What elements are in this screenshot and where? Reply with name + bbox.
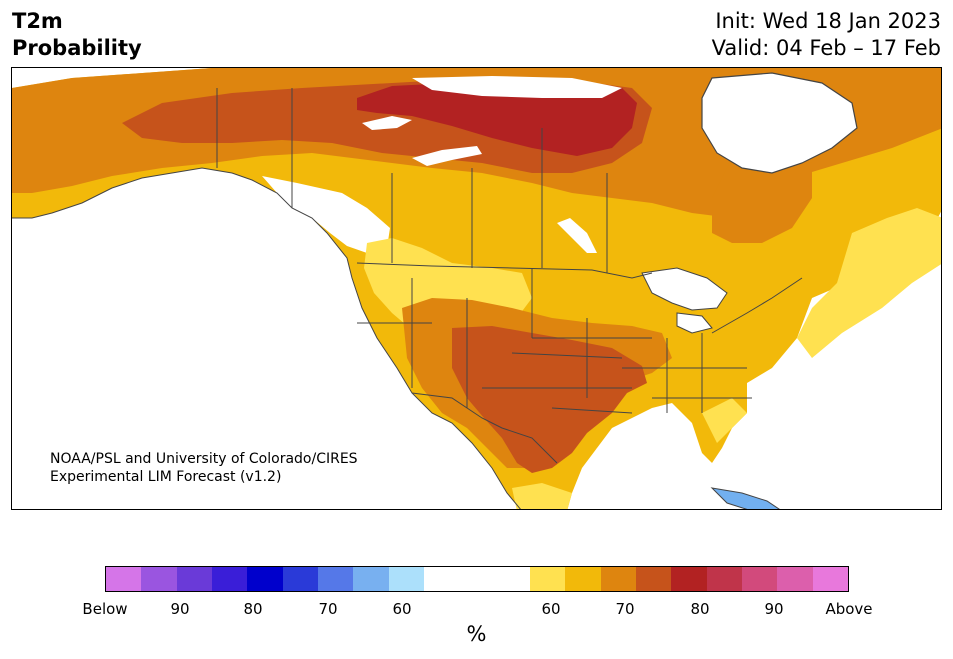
colorbar-tick-label: 90 <box>764 600 784 618</box>
init-date: Init: Wed 18 Jan 2023 <box>715 9 941 33</box>
colorbar-swatch <box>812 567 848 591</box>
colorbar-tick-label: Below <box>82 600 128 618</box>
colorbar-swatch <box>353 567 389 591</box>
colorbar-swatch <box>282 567 318 591</box>
colorbar-tick-label: 60 <box>541 600 561 618</box>
colorbar-tick-label: Above <box>825 600 873 618</box>
cuba-below-normal <box>710 487 780 509</box>
forecast-dates: Init: Wed 18 Jan 2023 Valid: 04 Feb – 17… <box>712 8 941 62</box>
colorbar-swatch <box>565 567 601 591</box>
weak-above-southeast <box>702 398 747 443</box>
map-title: T2m Probability <box>12 8 142 62</box>
colorbar-tick-label: 80 <box>243 600 263 618</box>
colorbar-swatch <box>141 567 177 591</box>
title-line-1: T2m <box>12 9 63 33</box>
mexico-border <box>411 392 558 464</box>
colorbar-unit: % <box>466 622 487 646</box>
colorbar-tick-labels: Below 90 80 70 60 60 70 80 90 Above <box>0 600 953 620</box>
coastline <box>12 167 521 509</box>
weak-above-east <box>797 208 941 358</box>
gulf-of-mexico <box>582 440 742 509</box>
credit-line-2: Experimental LIM Forecast (v1.2) <box>50 469 282 485</box>
state-lines <box>357 268 752 414</box>
colorbar-swatch <box>600 567 636 591</box>
forecast-map: NOAA/PSL and University of Colorado/CIRE… <box>11 67 942 510</box>
near-normal-west <box>262 176 390 253</box>
colorbar-swatch <box>671 567 707 591</box>
colorbar-swatch <box>106 567 142 591</box>
colorbar-tick-label: 60 <box>392 600 412 618</box>
weak-above-baja <box>512 483 572 509</box>
colorbar-swatch <box>211 567 248 591</box>
dark-red-hudson <box>357 83 637 156</box>
colorbar-tick-label: 70 <box>615 600 635 618</box>
colorbar-tick-label: 90 <box>170 600 190 618</box>
arctic-channel <box>412 76 622 98</box>
colorbar-swatch <box>777 567 813 591</box>
colorbar-tick-label: 80 <box>690 600 710 618</box>
us-canada-border <box>356 262 803 334</box>
colorbar-swatch <box>388 567 424 591</box>
credit-line-1: NOAA/PSL and University of Colorado/CIRE… <box>50 451 358 467</box>
valid-range: Valid: 04 Feb – 17 Feb <box>711 36 941 60</box>
province-lines <box>216 88 608 273</box>
red-orange-south <box>452 326 647 473</box>
colorbar-swatch <box>176 567 212 591</box>
colorbar-swatch <box>423 567 530 591</box>
hudson-bay <box>701 72 858 174</box>
map-canvas <box>12 68 941 509</box>
great-slave-lake <box>412 146 482 166</box>
great-bear-lake <box>362 116 412 130</box>
probability-colorbar <box>105 566 849 592</box>
orange-east-canada <box>712 153 812 243</box>
map-credit: NOAA/PSL and University of Colorado/CIRE… <box>50 450 358 486</box>
colorbar-swatch <box>247 567 283 591</box>
great-lakes <box>641 267 728 334</box>
borders <box>12 88 803 509</box>
title-line-2: Probability <box>12 36 142 60</box>
colorbar-swatch <box>635 567 672 591</box>
colorbar-swatch <box>317 567 354 591</box>
colorbar-swatch <box>529 567 566 591</box>
colorbar-tick-label: 70 <box>318 600 338 618</box>
lake-winnipeg <box>557 218 597 253</box>
colorbar-swatch <box>741 567 778 591</box>
colorbar-swatch <box>706 567 742 591</box>
